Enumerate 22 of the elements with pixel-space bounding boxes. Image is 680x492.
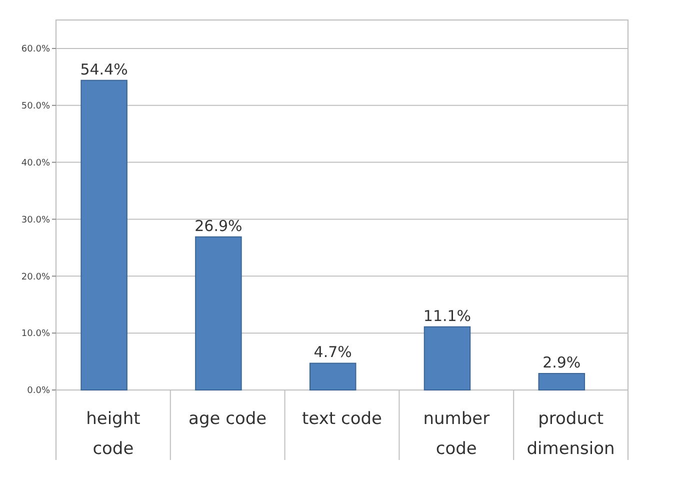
data-label: 11.1%	[423, 306, 472, 325]
y-tick-label: 20.0%	[21, 272, 50, 282]
bar	[195, 236, 242, 390]
bar	[309, 362, 356, 390]
x-tick-label: age code	[188, 409, 267, 429]
data-label: 54.4%	[80, 60, 128, 78]
x-tick-label: height code	[86, 409, 141, 459]
y-tick-label: 30.0%	[21, 215, 50, 226]
x-tick-label: number code	[423, 409, 490, 459]
bar	[80, 80, 128, 390]
data-label: 26.9%	[194, 216, 242, 235]
x-tick-label: product dimension	[526, 409, 615, 459]
bar	[424, 326, 471, 390]
x-tick-label: text code	[302, 409, 382, 429]
bar	[538, 372, 586, 390]
y-tick-label: 50.0%	[21, 102, 50, 112]
data-label: 2.9%	[542, 353, 581, 372]
data-label: 4.7%	[314, 343, 352, 362]
y-tick-label: 40.0%	[21, 158, 50, 168]
y-tick-label: 10.0%	[21, 329, 50, 340]
y-tick-label: 60.0%	[21, 44, 50, 55]
y-tick-label: 0.0%	[27, 386, 50, 396]
